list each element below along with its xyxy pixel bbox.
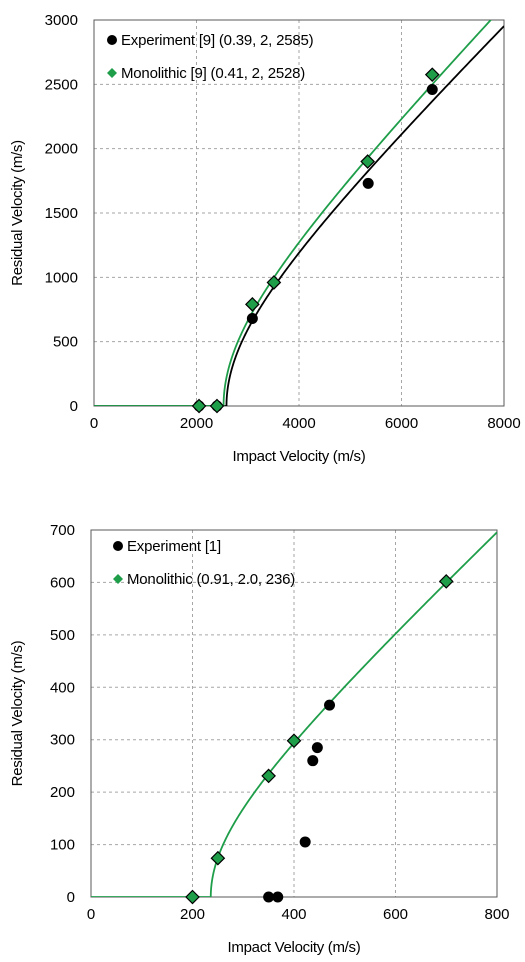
legend-marker-circle xyxy=(107,35,117,45)
x-tick-label: 0 xyxy=(90,415,98,432)
x-tick-label: 4000 xyxy=(282,415,315,432)
x-tick-label: 600 xyxy=(383,906,408,923)
plot-frame xyxy=(93,19,505,407)
y-tick-label: 3000 xyxy=(45,12,78,29)
data-point-circle xyxy=(307,755,319,767)
y-tick-label: 500 xyxy=(50,627,75,644)
y-tick-label: 400 xyxy=(50,679,75,696)
x-tick-label: 8000 xyxy=(487,415,520,432)
data-point-diamond xyxy=(209,398,225,414)
x-tick-label: 200 xyxy=(180,906,205,923)
data-point-circle xyxy=(299,836,311,848)
data-point-circle xyxy=(362,177,374,189)
y-tick-label: 2500 xyxy=(45,76,78,93)
legend-label: Experiment [9] (0.39, 2, 2585) xyxy=(121,32,314,49)
legend-marker-diamond xyxy=(107,68,117,78)
data-point-diamond xyxy=(286,733,302,749)
y-tick-label: 100 xyxy=(50,837,75,854)
data-point-diamond xyxy=(210,850,226,866)
y-tick-label: 500 xyxy=(53,334,78,351)
x-tick-label: 6000 xyxy=(385,415,418,432)
data-point-circle xyxy=(311,742,323,754)
legend-label: Experiment [1] xyxy=(127,538,221,555)
data-point-diamond xyxy=(438,574,454,589)
data-point-diamond xyxy=(424,67,440,83)
legend-marker-diamond xyxy=(113,574,123,584)
data-point-diamond xyxy=(266,275,282,290)
y-tick-label: 2000 xyxy=(45,141,78,158)
y-axis-label: Residual Velocity (m/s) xyxy=(9,640,26,786)
plot-frame xyxy=(90,529,498,898)
x-tick-label: 400 xyxy=(281,906,306,923)
x-tick-label: 0 xyxy=(87,906,95,923)
data-point-circle xyxy=(246,313,258,325)
y-tick-label: 700 xyxy=(50,522,75,539)
chart-2: 0 200 400 600 800 0 100 200 300 400 500 600 700 Impac… xyxy=(9,522,510,956)
data-point-circle xyxy=(272,891,284,903)
x-tick-label: 800 xyxy=(484,906,509,923)
legend-label: Monolithic (0.91, 2.0, 236) xyxy=(127,571,295,588)
y-tick-label: 600 xyxy=(50,574,75,591)
chart-1: 0 2000 4000 6000 8000 0 500 1000 1500 2000 2500 300… xyxy=(9,12,521,465)
data-point-diamond xyxy=(191,398,207,414)
model-curve xyxy=(94,20,492,406)
y-axis-label: Residual Velocity (m/s) xyxy=(9,140,26,286)
x-axis-label: Impact Velocity (m/s) xyxy=(233,448,366,465)
data-point-diamond xyxy=(360,154,376,169)
legend-label: Monolithic [9] (0.41, 2, 2528) xyxy=(121,65,305,82)
data-point-diamond xyxy=(185,889,200,905)
data-point-circle xyxy=(324,699,336,711)
y-tick-label: 0 xyxy=(67,889,75,906)
legend-marker-circle xyxy=(113,541,123,551)
x-tick-label: 2000 xyxy=(180,415,213,432)
y-tick-label: 1500 xyxy=(45,205,78,222)
y-tick-label: 200 xyxy=(50,784,75,801)
y-tick-label: 300 xyxy=(50,732,75,749)
y-tick-label: 0 xyxy=(70,398,78,415)
data-point-diamond xyxy=(261,768,276,784)
data-point-circle xyxy=(263,891,275,903)
model-curve xyxy=(94,25,504,406)
data-point-diamond xyxy=(245,297,260,312)
data-point-circle xyxy=(426,83,438,95)
y-tick-label: 1000 xyxy=(45,269,78,286)
x-axis-label: Impact Velocity (m/s) xyxy=(228,939,361,956)
